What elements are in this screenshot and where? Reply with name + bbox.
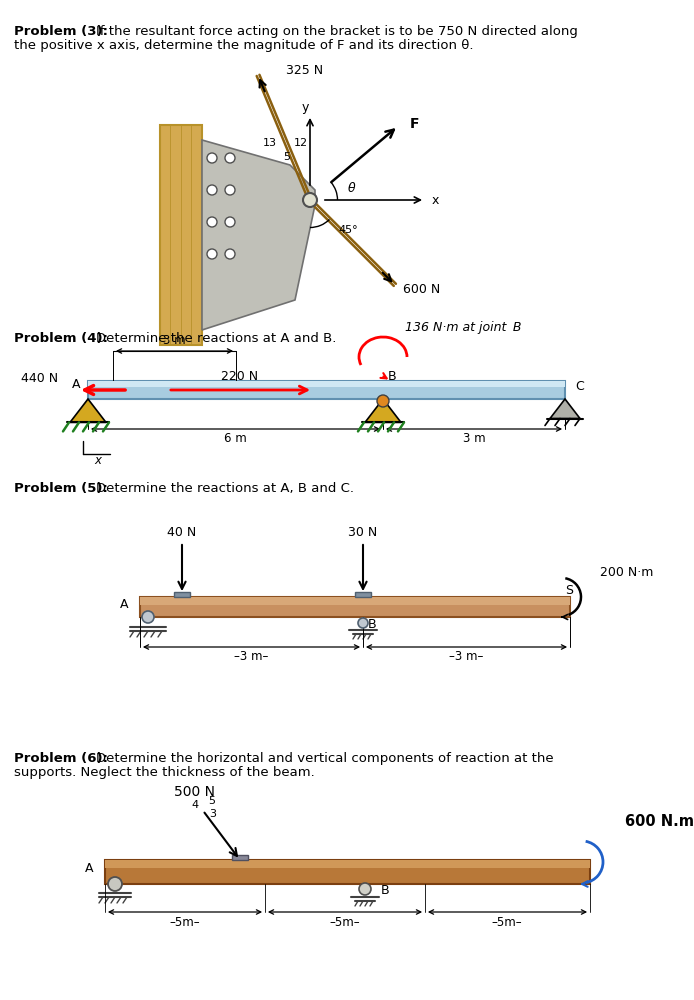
Circle shape	[108, 877, 122, 891]
Polygon shape	[140, 597, 570, 617]
Polygon shape	[550, 399, 580, 418]
Circle shape	[225, 153, 235, 163]
Text: F: F	[410, 117, 420, 131]
Text: Determine the reactions at A and B.: Determine the reactions at A and B.	[96, 332, 337, 345]
Circle shape	[377, 395, 389, 407]
Polygon shape	[140, 597, 570, 605]
Text: the positive x axis, determine the magnitude of F and its direction θ.: the positive x axis, determine the magni…	[14, 39, 473, 52]
Text: 500 N: 500 N	[174, 785, 215, 799]
Text: S: S	[565, 584, 573, 597]
Polygon shape	[160, 125, 202, 345]
Circle shape	[207, 185, 217, 195]
Text: –5m–: –5m–	[491, 916, 523, 928]
Text: –5m–: –5m–	[330, 916, 360, 928]
Text: 3: 3	[210, 809, 217, 819]
Text: –3 m–: –3 m–	[234, 650, 268, 664]
Text: 45°: 45°	[338, 225, 357, 235]
Text: 136 N·m at joint  B: 136 N·m at joint B	[405, 322, 521, 334]
Text: 40 N: 40 N	[167, 526, 196, 540]
Text: 440 N: 440 N	[21, 371, 58, 384]
Text: B: B	[381, 884, 389, 896]
Polygon shape	[105, 860, 590, 868]
Text: Determine the reactions at A, B and C.: Determine the reactions at A, B and C.	[96, 482, 354, 495]
Circle shape	[207, 217, 217, 227]
Text: 13: 13	[263, 138, 277, 148]
Text: 325 N: 325 N	[286, 64, 323, 77]
Text: 3 m: 3 m	[162, 334, 185, 348]
Text: 5: 5	[283, 152, 290, 162]
Polygon shape	[202, 140, 315, 330]
Text: x: x	[94, 454, 101, 468]
Bar	[355, 592, 371, 597]
Text: –3 m–: –3 m–	[449, 650, 483, 664]
Text: 200 N·m: 200 N·m	[600, 566, 653, 578]
Circle shape	[225, 185, 235, 195]
Text: A: A	[71, 378, 80, 391]
Text: Problem (3):: Problem (3):	[14, 25, 108, 38]
Text: 30 N: 30 N	[348, 526, 378, 540]
Text: B: B	[368, 617, 377, 631]
Text: x: x	[432, 194, 439, 207]
Text: A: A	[119, 597, 128, 610]
Text: θ: θ	[348, 182, 355, 194]
Text: A: A	[85, 861, 93, 874]
Bar	[232, 855, 248, 860]
Polygon shape	[70, 399, 106, 422]
Text: Problem (6):: Problem (6):	[14, 752, 108, 765]
Circle shape	[225, 249, 235, 259]
Circle shape	[359, 883, 371, 895]
Circle shape	[303, 193, 317, 207]
Text: 220 N: 220 N	[221, 369, 259, 382]
Text: y: y	[301, 102, 309, 114]
Text: C: C	[575, 380, 584, 393]
Text: B: B	[388, 369, 397, 382]
Text: 600 N.m: 600 N.m	[625, 814, 694, 830]
Polygon shape	[88, 381, 565, 387]
Text: Problem (5):: Problem (5):	[14, 482, 108, 495]
Text: 12: 12	[294, 138, 308, 148]
Circle shape	[142, 611, 154, 623]
Polygon shape	[105, 860, 590, 884]
Polygon shape	[365, 399, 401, 422]
Text: 5: 5	[208, 796, 215, 806]
Text: 600 N: 600 N	[403, 283, 440, 296]
Text: 6 m: 6 m	[223, 432, 246, 446]
Circle shape	[207, 249, 217, 259]
Text: If the resultant force acting on the bracket is to be 750 N directed along: If the resultant force acting on the bra…	[96, 25, 578, 38]
Text: 4: 4	[192, 800, 198, 810]
Text: Problem (4):: Problem (4):	[14, 332, 108, 345]
Circle shape	[225, 217, 235, 227]
Bar	[174, 592, 190, 597]
Polygon shape	[88, 381, 565, 399]
Text: –5m–: –5m–	[170, 916, 201, 928]
Text: supports. Neglect the thickness of the beam.: supports. Neglect the thickness of the b…	[14, 766, 315, 779]
Circle shape	[358, 618, 368, 628]
Circle shape	[207, 153, 217, 163]
Text: 3 m: 3 m	[463, 432, 485, 446]
Text: Determine the horizontal and vertical components of reaction at the: Determine the horizontal and vertical co…	[96, 752, 554, 765]
